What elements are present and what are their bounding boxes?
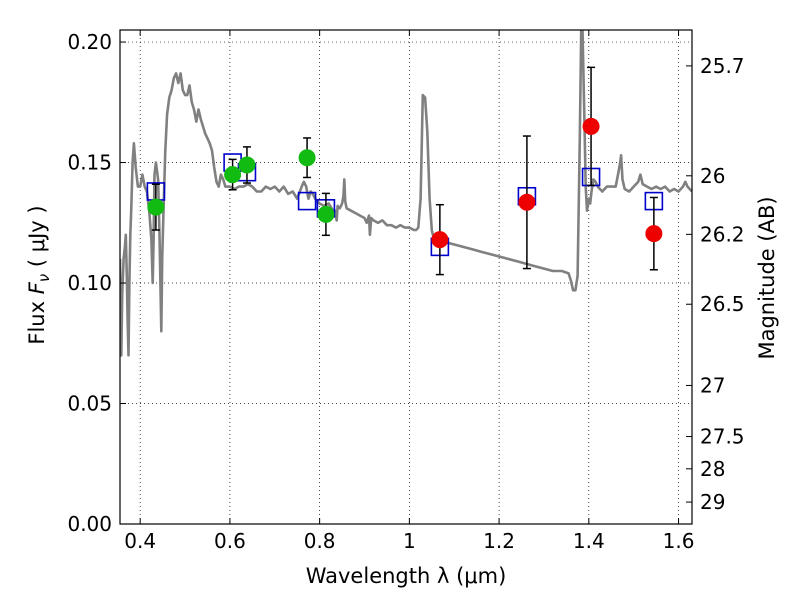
y-tick-label: 0.05 [67,392,112,416]
y-tick-label: 0.00 [67,512,112,536]
x-tick-label: 1 [403,529,416,553]
magnitude-tick-label: 26 [700,164,725,188]
magnitude-axis: 25.7 26 26.2 26.5 27 27.5 28 29 [686,54,745,514]
near-ir-point [645,225,663,243]
y-axis-label-symbol: F [25,281,49,294]
magnitude-tick-label: 26.5 [700,292,745,316]
x-tick-label: 1.4 [573,529,605,553]
y-axis-label-prefix: Flux [25,294,49,344]
grid-lines [120,30,692,525]
x-tick-label: 0.6 [214,529,246,553]
magnitude-axis-label: Magnitude (AB) [755,196,779,359]
near-ir-point [431,231,449,249]
model-photometry-square [297,191,317,211]
y-axis-label-subscript: ν [35,274,53,282]
y-axis-label: Flux Fν ( μJy ) [25,205,53,344]
y-axis: 0.00 0.05 0.10 0.15 0.20 [67,30,126,536]
x-axis: 0.4 0.6 0.8 1 1.2 1.4 1.6 [124,30,694,553]
x-tick-label: 0.4 [124,529,156,553]
x-axis-label: Wavelength λ (μm) [306,564,507,588]
x-tick-label: 1.2 [483,529,515,553]
y-tick-label: 0.20 [67,30,112,54]
optical-point [317,205,335,223]
near-ir-point [518,193,536,211]
model-spectrum-line [120,30,692,357]
optical-point [298,149,316,167]
magnitude-tick-label: 26.2 [700,222,745,246]
x-tick-label: 0.8 [304,529,336,553]
magnitude-tick-label: 28 [700,457,725,481]
near-ir-point [582,117,600,135]
plot-area [120,30,692,357]
magnitude-tick-label: 27 [700,373,725,397]
x-tick-label: 1.6 [663,529,695,553]
y-tick-label: 0.10 [67,271,112,295]
magnitude-tick-label: 25.7 [700,54,745,78]
optical-point [224,166,242,184]
y-tick-label: 0.15 [67,151,112,175]
y-axis-label-unit: ( μJy ) [25,205,49,273]
magnitude-tick-label: 29 [700,490,725,514]
magnitude-tick-label: 27.5 [700,425,745,449]
optical-point [238,156,256,174]
axes-frame [119,29,693,525]
optical-point [147,198,165,216]
